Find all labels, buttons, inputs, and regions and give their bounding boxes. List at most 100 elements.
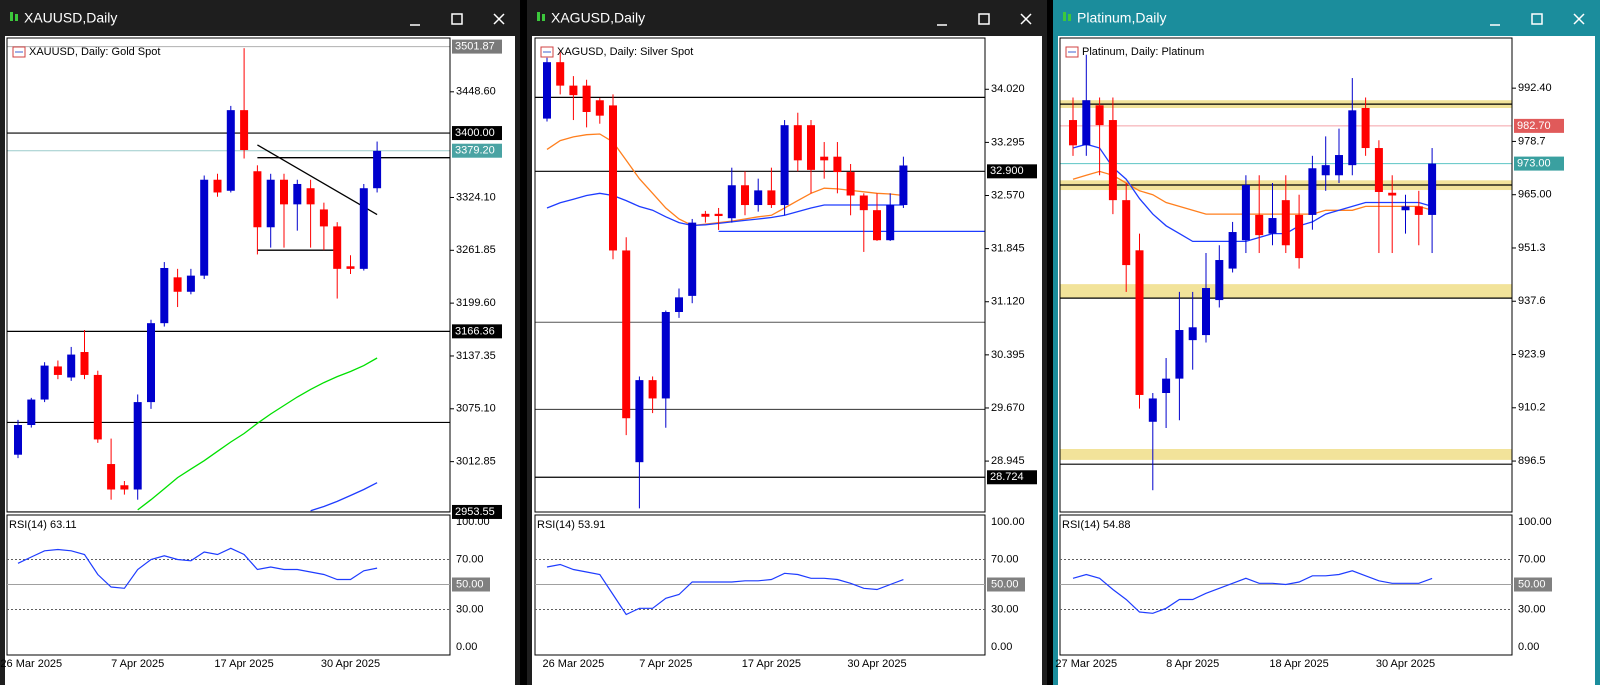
chart-title: Platinum, Daily: Platinum	[1082, 46, 1204, 58]
y-tick-label: 33.295	[991, 136, 1025, 148]
rsi-tick-label: 0.00	[1518, 641, 1539, 653]
candle-body	[1374, 148, 1383, 192]
title-icon	[537, 12, 540, 21]
price-label-bg	[1514, 118, 1564, 133]
y-tick-label: 3137.35	[456, 350, 496, 362]
candle-body	[306, 188, 315, 205]
maximize-button[interactable]	[1531, 13, 1543, 25]
y-tick-label: 3199.60	[456, 297, 496, 309]
y-tick-label: 992.40	[1518, 82, 1552, 94]
rsi-tick-label: 100.00	[991, 516, 1025, 528]
y-tick-label: 978.7	[1518, 135, 1546, 147]
candle-body	[173, 277, 182, 292]
window-body	[5, 36, 515, 685]
chart-window: Platinum,Daily Platinum, Daily: Platinum 9…	[1053, 0, 1600, 685]
price-label-bg	[452, 126, 502, 141]
y-tick-label: 937.6	[1518, 295, 1546, 307]
chart-window: XAUUSD,Daily XAUUSD, Daily: Gold Spot 3448…	[0, 0, 520, 685]
candle-body	[1095, 105, 1104, 126]
candle-body	[240, 110, 249, 151]
x-tick-label: 17 Apr 2025	[742, 658, 801, 670]
window-body	[1058, 36, 1595, 685]
candle-body	[807, 125, 815, 170]
candle-body	[147, 323, 155, 403]
candle-body	[635, 380, 644, 463]
maximize-button[interactable]	[978, 13, 990, 25]
candle-body	[727, 185, 736, 219]
rsi-label: RSI(14) 63.11	[9, 519, 77, 531]
rsi-line	[17, 547, 378, 589]
candle-body	[346, 266, 355, 269]
y-tick-label: 3324.10	[456, 191, 496, 203]
x-tick-label: 30 Apr 2025	[321, 658, 380, 670]
moving-average	[546, 133, 904, 227]
maximize-button[interactable]	[451, 13, 463, 25]
candle-body	[53, 366, 62, 375]
candle-body	[253, 171, 262, 228]
y-tick-label: 951.3	[1518, 242, 1546, 254]
y-tick-label: 34.020	[991, 83, 1025, 95]
y-tick-label: 32.570	[991, 189, 1025, 201]
candle-body	[200, 179, 209, 276]
y-tick-label: 28.945	[991, 455, 1025, 467]
rsi-tick-label: 30.00	[991, 603, 1019, 615]
candle-body	[1135, 250, 1144, 395]
candle-body	[688, 222, 697, 296]
rsi-tick-label: 50.00	[456, 578, 484, 590]
candle-body	[582, 85, 591, 112]
rsi-level-bg	[987, 577, 1025, 592]
x-tick-label: 27 Mar 2025	[1055, 658, 1117, 670]
candle-body	[1108, 120, 1117, 201]
price-label: 982.70	[1517, 120, 1551, 132]
x-tick-label: 30 Apr 2025	[1376, 658, 1435, 670]
candle-body	[319, 209, 328, 227]
rsi-label: RSI(14) 53.91	[537, 519, 605, 531]
candle-body	[1202, 288, 1210, 336]
price-label: 2953.55	[455, 506, 495, 518]
candle-body	[1122, 200, 1131, 266]
candle-body	[741, 185, 749, 206]
close-button[interactable]	[1573, 13, 1585, 25]
candle-body	[1295, 214, 1304, 259]
candle-body	[1321, 165, 1330, 176]
rsi-tick-label: 0.00	[991, 641, 1012, 653]
title-icon	[1063, 12, 1066, 21]
candle-body	[1175, 330, 1184, 379]
y-tick-label: 3261.85	[456, 244, 496, 256]
rsi-line	[1072, 570, 1433, 614]
candle-body	[1348, 110, 1357, 166]
rsi-tick-label: 30.00	[1518, 603, 1546, 615]
y-tick-label: 3012.85	[456, 456, 496, 468]
title-icon	[15, 14, 18, 21]
candle-body	[1215, 260, 1224, 301]
price-label: 3501.87	[455, 41, 495, 53]
rsi-tick-label: 100.00	[456, 516, 490, 528]
moving-average	[310, 482, 378, 512]
candle-body	[595, 100, 604, 116]
candle-body	[27, 399, 36, 426]
rsi-level-bg	[452, 577, 490, 592]
title-icon	[1068, 14, 1071, 21]
candle-body	[661, 311, 670, 399]
moving-average	[546, 192, 904, 227]
candle-body	[14, 425, 22, 455]
candle-body	[280, 179, 288, 205]
candle-body	[1082, 100, 1091, 146]
close-button[interactable]	[493, 13, 505, 25]
candle-body	[846, 172, 855, 196]
candle-body	[67, 354, 76, 378]
candle-body	[793, 125, 802, 161]
x-tick-label: 26 Mar 2025	[0, 658, 62, 670]
chart-title: XAGUSD, Daily: Silver Spot	[557, 46, 693, 58]
candle-body	[293, 183, 302, 205]
candle-body	[1414, 206, 1423, 215]
candle-body	[609, 105, 617, 251]
rsi-tick-label: 50.00	[1518, 578, 1546, 590]
y-tick-label: 896.5	[1518, 455, 1546, 467]
candle-body	[1162, 378, 1171, 394]
candle-body	[886, 205, 895, 241]
candle-body	[373, 150, 382, 189]
close-button[interactable]	[1020, 13, 1032, 25]
candle-body	[120, 485, 129, 490]
candle-body	[820, 156, 829, 161]
